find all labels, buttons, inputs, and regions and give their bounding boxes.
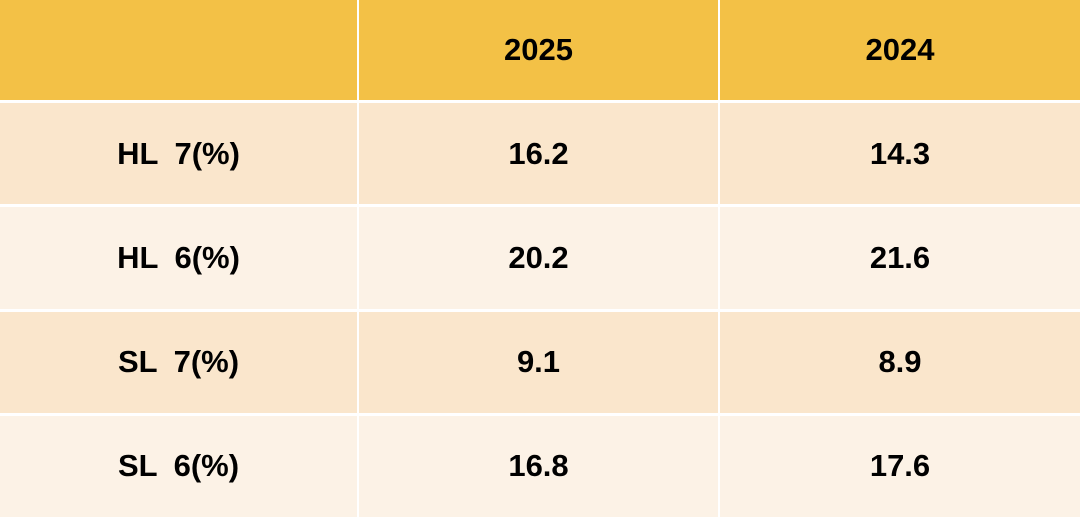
data-cell: 21.6 <box>720 207 1080 309</box>
row-label: SL 7(%) <box>0 311 357 413</box>
data-cell: 9.1 <box>359 311 718 413</box>
row-label: HL 7(%) <box>0 103 357 205</box>
data-cell: 14.3 <box>720 103 1080 205</box>
data-cell: 17.6 <box>720 415 1080 517</box>
row-label: HL 6(%) <box>0 207 357 309</box>
header-cell: 2024 <box>720 0 1080 100</box>
header-cell: 2025 <box>359 0 718 100</box>
row-label: SL 6(%) <box>0 415 357 517</box>
data-cell: 16.2 <box>359 103 718 205</box>
data-cell: 8.9 <box>720 311 1080 413</box>
data-cell: 20.2 <box>359 207 718 309</box>
data-cell: 16.8 <box>359 415 718 517</box>
header-corner <box>0 0 357 100</box>
